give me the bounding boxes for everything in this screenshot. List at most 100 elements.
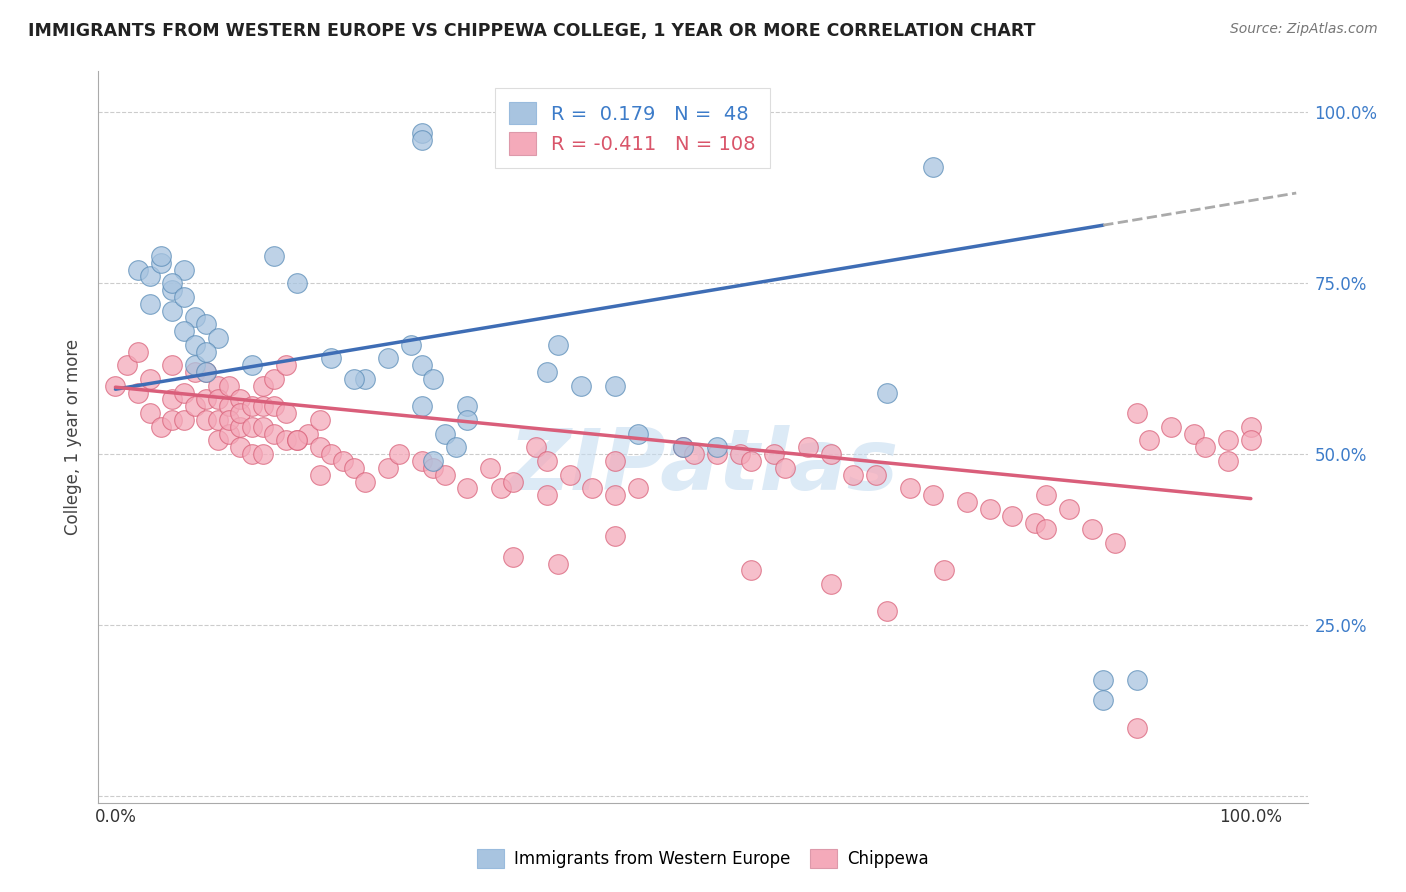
Point [1182,426,1205,441]
Point [1035,488,1057,502]
Point [683,447,706,461]
Point [898,481,921,495]
Point [104,379,127,393]
Point [547,557,569,571]
Point [1126,406,1149,420]
Point [979,501,1001,516]
Point [1104,536,1126,550]
Point [547,338,569,352]
Point [456,481,478,495]
Point [740,454,762,468]
Point [820,577,842,591]
Point [1194,440,1216,454]
Point [922,160,945,174]
Point [422,454,444,468]
Point [218,400,240,414]
Point [240,400,263,414]
Text: Source: ZipAtlas.com: Source: ZipAtlas.com [1230,22,1378,37]
Point [491,481,513,495]
Point [173,413,195,427]
Point [285,277,308,291]
Point [603,529,626,543]
Point [1081,522,1104,536]
Point [263,400,285,414]
Point [411,133,433,147]
Point [173,262,195,277]
Point [229,406,252,420]
Point [728,447,751,461]
Point [127,344,149,359]
Point [252,447,274,461]
Point [138,406,160,420]
Point [218,379,240,393]
Point [218,413,240,427]
Point [321,447,343,461]
Point [127,385,149,400]
Point [536,365,558,379]
Point [115,359,138,373]
Point [207,434,229,448]
Text: ZIPatlas: ZIPatlas [508,425,898,508]
Point [308,413,330,427]
Point [321,351,343,366]
Point [195,318,218,332]
Point [229,440,252,454]
Point [934,563,956,577]
Point [252,400,274,414]
Point [1092,693,1115,707]
Point [184,338,207,352]
Point [603,379,626,393]
Point [536,454,558,468]
Point [195,365,218,379]
Point [160,359,183,373]
Point [876,604,898,618]
Point [1024,516,1046,530]
Point [1240,434,1263,448]
Y-axis label: College, 1 year or more: College, 1 year or more [65,339,83,535]
Point [195,365,218,379]
Point [207,413,229,427]
Point [672,440,695,454]
Point [479,460,502,475]
Point [456,413,478,427]
Point [388,447,411,461]
Point [274,359,297,373]
Point [411,400,433,414]
Point [502,549,524,564]
Point [377,460,399,475]
Point [184,365,207,379]
Point [820,447,842,461]
Point [1092,673,1115,687]
Point [603,488,626,502]
Point [240,359,263,373]
Point [1035,522,1057,536]
Point [797,440,820,454]
Point [1126,673,1149,687]
Point [740,563,762,577]
Point [207,392,229,407]
Point [160,303,183,318]
Point [285,434,308,448]
Point [332,454,354,468]
Point [160,277,183,291]
Point [160,392,183,407]
Point [308,440,330,454]
Point [581,481,603,495]
Point [160,283,183,297]
Point [956,495,979,509]
Point [775,460,797,475]
Point [173,290,195,304]
Point [377,351,399,366]
Point [343,372,366,386]
Point [229,420,252,434]
Point [627,481,650,495]
Point [263,249,285,263]
Point [354,475,377,489]
Point [240,420,263,434]
Point [842,467,865,482]
Point [422,460,444,475]
Point [195,344,218,359]
Point [411,359,433,373]
Point [149,249,172,263]
Point [207,331,229,345]
